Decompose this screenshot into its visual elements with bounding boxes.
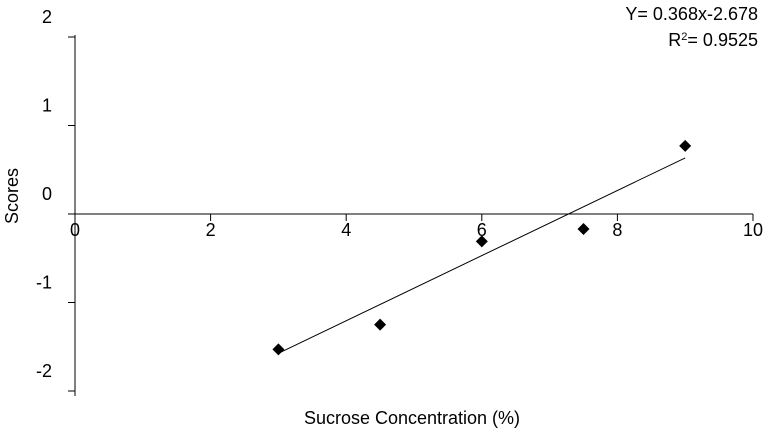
r-squared-r: R [668, 30, 681, 50]
y-tick-label: -2 [36, 361, 52, 381]
axes [74, 35, 753, 396]
y-tick-label: 1 [42, 96, 52, 116]
data-points [272, 139, 692, 356]
x-tick-label: 0 [70, 220, 80, 240]
r-squared-sup: 2 [681, 31, 687, 43]
data-point [374, 318, 387, 331]
y-tick-label: 2 [42, 7, 52, 27]
x-tick-label: 2 [206, 220, 216, 240]
y-axis-title: Scores [2, 168, 22, 224]
data-point [679, 139, 692, 152]
data-point [475, 235, 488, 248]
x-tick-label: 8 [612, 220, 622, 240]
trendline-equation: Y= 0.368x-2.678 [625, 4, 758, 24]
r-squared-value: = 0.9525 [687, 30, 758, 50]
x-axis-title: Sucrose Concentration (%) [304, 408, 520, 428]
x-ticks: 0 2 4 6 8 10 [70, 214, 763, 240]
y-tick-label: -1 [36, 273, 52, 293]
y-ticks: 2 1 0 -1 -2 [36, 7, 75, 392]
r-squared-label: R2= 0.9525 [668, 30, 758, 50]
trend-line [278, 157, 686, 354]
data-point [577, 223, 590, 236]
y-tick-label: 0 [42, 184, 52, 204]
x-tick-label: 10 [743, 220, 763, 240]
x-tick-label: 6 [477, 220, 487, 240]
data-point [272, 343, 285, 356]
x-tick-label: 4 [341, 220, 351, 240]
